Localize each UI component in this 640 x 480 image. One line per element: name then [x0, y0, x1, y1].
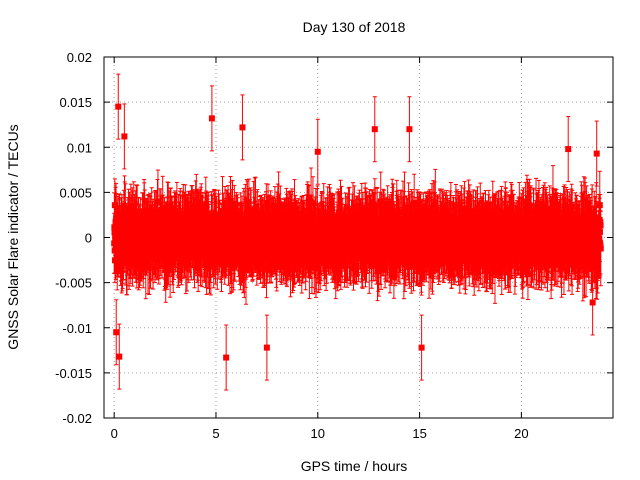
point-marker [134, 213, 141, 220]
point-marker [111, 202, 118, 209]
chart-title: Day 130 of 2018 [303, 19, 406, 35]
point-marker [146, 262, 153, 269]
point-marker [121, 241, 128, 248]
point-marker [154, 199, 161, 206]
point-marker [159, 204, 166, 211]
point-marker [125, 205, 132, 212]
data-series [111, 73, 604, 391]
point-marker [129, 259, 136, 266]
point-marker [165, 203, 172, 210]
point-marker [112, 257, 119, 264]
